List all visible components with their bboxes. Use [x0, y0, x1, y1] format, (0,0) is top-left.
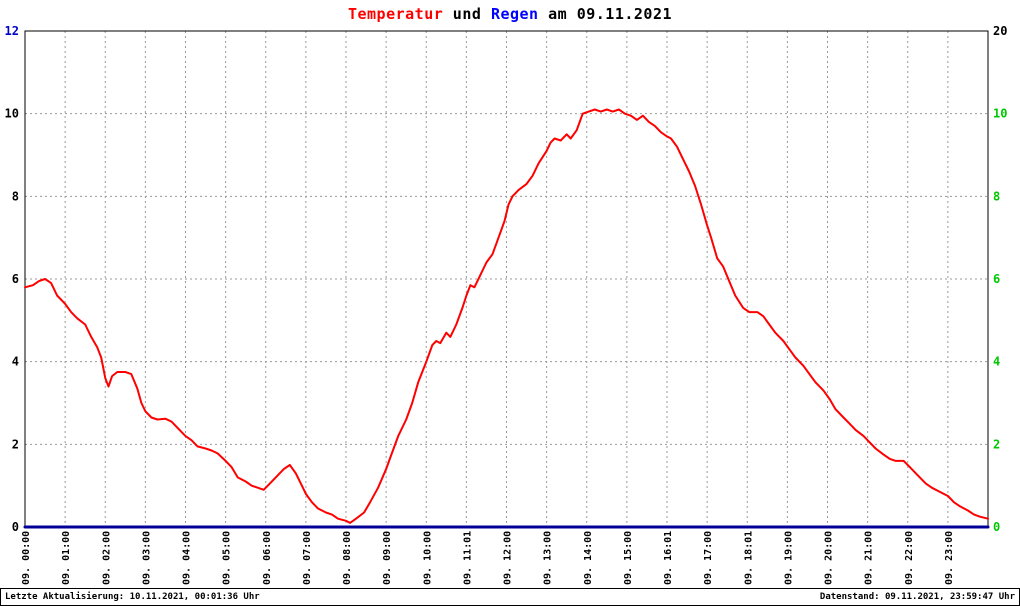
- y-left-tick-label: 12: [5, 24, 19, 38]
- y-left-tick-label: 6: [12, 272, 19, 286]
- y-right-tick-label: 4: [993, 355, 1000, 369]
- chart-title: Temperatur und Regen am 09.11.2021: [0, 5, 1020, 23]
- y-right-tick-label: 10: [993, 107, 1007, 121]
- x-tick-label: 09. 14:00: [583, 531, 594, 585]
- y-left-tick-label: 8: [12, 189, 19, 203]
- y-right-tick-label: 8: [993, 189, 1000, 203]
- x-tick-label: 09. 00:00: [21, 531, 32, 585]
- y-left-tick-label: 2: [12, 437, 19, 451]
- x-tick-label: 09. 13:00: [543, 531, 554, 585]
- title-regen: Regen: [490, 5, 539, 23]
- y-left-tick-label: 0: [12, 520, 19, 534]
- x-tick-label: 09. 07:00: [302, 531, 313, 585]
- x-tick-label: 09. 03:00: [141, 531, 152, 585]
- x-tick-label: 09. 20:00: [824, 531, 835, 585]
- y-right-tick-label: 6: [993, 272, 1000, 286]
- x-tick-label: 09. 04:00: [182, 531, 193, 585]
- x-tick-label: 09. 01:00: [61, 531, 72, 585]
- x-tick-label: 09. 23:00: [944, 531, 955, 585]
- y-left-tick-label: 4: [12, 355, 19, 369]
- x-tick-label: 09. 09:00: [382, 531, 393, 585]
- title-und: und: [443, 5, 491, 23]
- x-tick-label: 09. 17:00: [703, 531, 714, 585]
- x-tick-label: 09. 22:00: [904, 531, 915, 585]
- x-tick-label: 09. 21:00: [864, 531, 875, 585]
- title-date: am 09.11.2021: [538, 5, 673, 23]
- x-tick-label: 09. 15:00: [623, 531, 634, 585]
- y-left-tick-label: 10: [5, 107, 19, 121]
- footer-bar: Letzte Aktualisierung: 10.11.2021, 00:01…: [0, 588, 1020, 606]
- x-tick-label: 09. 08:00: [342, 531, 353, 585]
- x-tick-label: 09. 05:00: [222, 531, 233, 585]
- y-right-tick-label: 0: [993, 520, 1000, 534]
- x-tick-label: 09. 10:00: [422, 531, 433, 585]
- x-tick-label: 09. 19:00: [783, 531, 794, 585]
- y-right-tick-label: 2: [993, 437, 1000, 451]
- x-tick-label: 09. 02:00: [101, 531, 112, 585]
- last-update-text: Letzte Aktualisierung: 10.11.2021, 00:01…: [5, 592, 260, 602]
- y-right-tick-label: 20: [993, 24, 1007, 38]
- temperatur-line: [24, 108, 989, 524]
- x-tick-label: 09. 12:00: [503, 531, 514, 585]
- x-tick-label: 09. 06:00: [262, 531, 273, 585]
- x-tick-label: 09. 18:01: [743, 531, 754, 585]
- data-timestamp-text: Datenstand: 09.11.2021, 23:59:47 Uhr: [819, 592, 1015, 602]
- title-temperatur: Temperatur: [347, 5, 444, 23]
- x-tick-label: 09. 11:01: [462, 531, 473, 585]
- x-tick-label: 09. 16:01: [663, 531, 674, 585]
